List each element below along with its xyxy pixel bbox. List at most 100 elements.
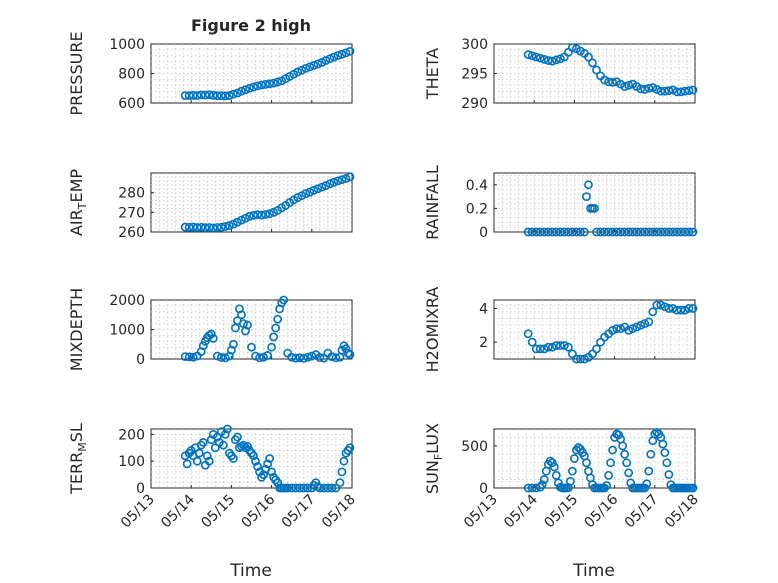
x-tick-label: 05/15 <box>198 492 238 532</box>
data-point <box>218 440 228 450</box>
data-point <box>543 56 553 65</box>
data-point <box>527 483 537 493</box>
data-point <box>307 351 317 361</box>
y-tick-label: 295 <box>461 67 488 83</box>
data-point <box>531 227 541 237</box>
data-point <box>243 320 252 330</box>
x-tick-label: 05/17 <box>279 492 319 532</box>
data-point <box>265 209 274 219</box>
data-point <box>184 352 194 362</box>
data-point <box>642 479 652 489</box>
data-point <box>263 459 272 469</box>
data-point <box>200 223 210 233</box>
data-point <box>632 227 642 237</box>
data-point <box>672 227 682 237</box>
data-point <box>660 302 670 312</box>
data-point <box>287 483 297 493</box>
x-tick-label: 05/14 <box>501 491 541 531</box>
data-point <box>333 176 343 186</box>
data-point <box>523 227 533 237</box>
y-axis-label: H2OMIXRA <box>423 287 442 373</box>
data-point <box>616 227 626 237</box>
data-point <box>614 430 624 440</box>
x-tick-label: 05/14 <box>158 491 198 531</box>
axes-theta: 290 295 300 THETA <box>423 37 698 112</box>
data-point <box>547 227 557 237</box>
data-point <box>257 80 266 90</box>
data-point <box>208 223 218 233</box>
data-point <box>188 222 198 232</box>
data-point <box>245 83 254 93</box>
y-tick-label: 270 <box>118 205 145 221</box>
data-point <box>563 342 573 352</box>
data-point <box>672 87 682 97</box>
data-point <box>303 352 313 362</box>
data-point <box>345 443 355 453</box>
data-point <box>216 222 226 232</box>
data-point <box>531 344 541 354</box>
data-point <box>608 445 617 455</box>
data-point <box>261 80 270 89</box>
y-tick-label: 0.2 <box>466 201 488 217</box>
data-point <box>572 354 581 364</box>
data-point <box>339 456 349 466</box>
data-point <box>576 227 585 237</box>
data-point <box>640 85 650 94</box>
data-point <box>539 227 549 237</box>
y-axis-label: MIXDEPTH <box>67 288 86 371</box>
data-point <box>600 227 609 237</box>
data-point <box>269 332 279 342</box>
data-point <box>624 227 634 237</box>
data-point <box>565 476 575 486</box>
data-point <box>222 424 232 434</box>
data-point <box>198 341 208 351</box>
data-point <box>188 90 198 100</box>
data-point <box>299 483 309 493</box>
x-tick-label: 05/18 <box>319 492 359 532</box>
data-point <box>220 91 230 101</box>
data-point <box>688 85 698 95</box>
data-point <box>184 91 194 101</box>
data-point <box>656 86 666 96</box>
x-tick-label: 05/16 <box>239 491 279 531</box>
data-point <box>229 454 238 463</box>
data-point <box>668 304 678 313</box>
data-point <box>341 344 351 354</box>
data-point <box>624 468 634 478</box>
axes-pressure: 600 800 1000 PRESSURE <box>67 31 355 116</box>
data-point <box>535 53 545 63</box>
data-point <box>684 304 694 313</box>
data-point <box>180 222 190 232</box>
data-point <box>539 475 549 484</box>
data-point <box>648 83 658 93</box>
y-tick-label: 2 <box>479 335 488 351</box>
data-point <box>279 295 289 305</box>
data-point <box>192 223 202 232</box>
data-point <box>523 329 533 339</box>
data-point <box>644 83 654 93</box>
data-point <box>251 456 260 466</box>
data-point <box>648 307 658 317</box>
data-point <box>253 462 262 471</box>
data-point <box>608 325 617 335</box>
data-point <box>192 456 202 466</box>
data-point <box>323 483 333 493</box>
data-point <box>688 483 698 493</box>
data-point <box>204 90 214 100</box>
data-point <box>299 354 309 363</box>
x-axis-label-right: Time <box>572 561 615 581</box>
data-point <box>229 89 238 99</box>
data-point <box>321 56 331 65</box>
data-point <box>680 227 690 237</box>
data-point <box>551 227 561 237</box>
data-point <box>592 227 601 237</box>
data-point <box>640 483 650 493</box>
data-point <box>559 341 569 350</box>
data-point <box>180 91 190 101</box>
data-point <box>202 451 212 461</box>
data-point <box>180 352 190 362</box>
data-point <box>622 458 632 468</box>
data-point <box>182 459 192 469</box>
data-point <box>527 227 537 237</box>
